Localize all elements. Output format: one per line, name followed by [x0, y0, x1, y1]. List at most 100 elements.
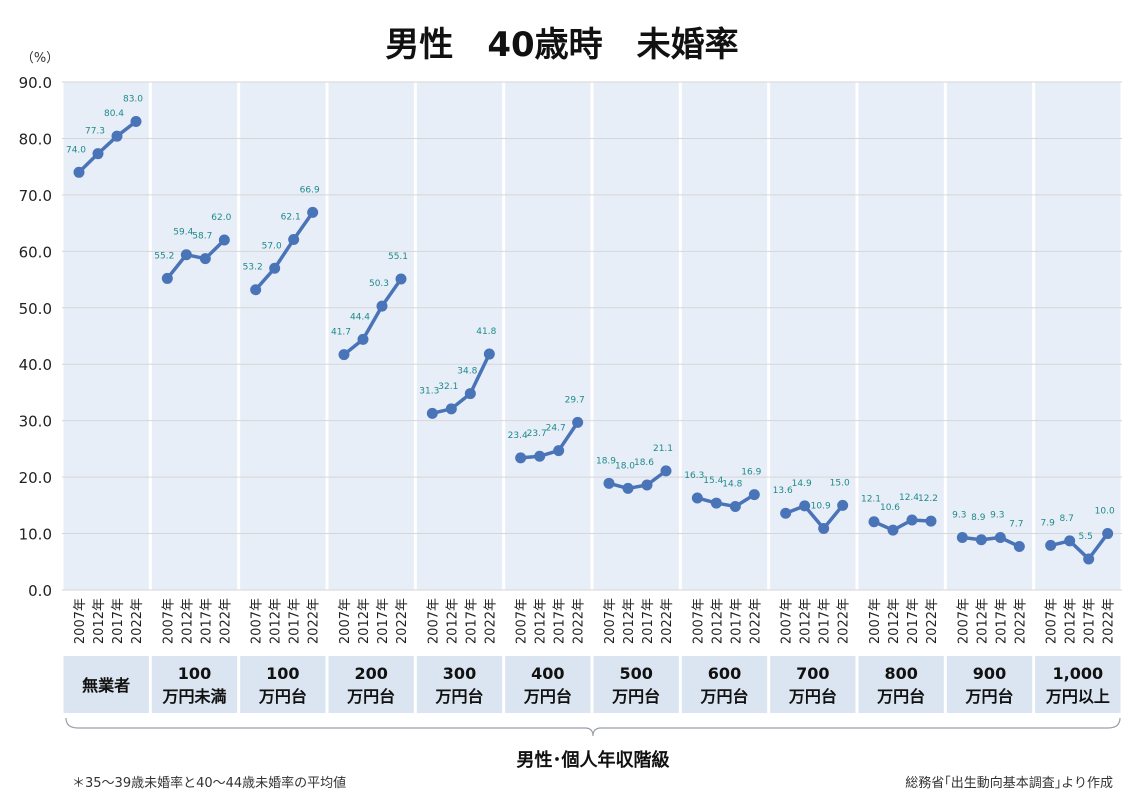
category-box: [505, 656, 591, 713]
data-label: 57.0: [262, 241, 282, 251]
data-point: [1064, 535, 1076, 547]
data-point: [73, 166, 85, 178]
data-point: [553, 445, 565, 457]
x-tick-label: 2012年: [534, 598, 549, 644]
data-label: 13.6: [773, 486, 793, 496]
data-label: 41.7: [331, 328, 351, 338]
chart-title: 男性 40歳時 未婚率: [385, 25, 738, 65]
series-line: [785, 504, 845, 531]
data-point: [483, 348, 495, 360]
group-band: [681, 82, 768, 590]
data-label: 18.0: [615, 461, 635, 471]
x-tick-label: 2012年: [357, 598, 372, 644]
x-tick-label: 2012年: [887, 598, 902, 644]
y-tick-label: 50.0: [19, 300, 52, 318]
category-label: 600: [708, 664, 741, 683]
category-label: 万円台: [788, 687, 837, 706]
data-label: 31.3: [419, 386, 439, 396]
x-tick-label: 2012年: [445, 598, 460, 644]
series-line: [608, 469, 668, 491]
data-label: 18.9: [596, 456, 616, 466]
data-point: [269, 262, 281, 274]
x-tick-label: 2022年: [395, 598, 410, 644]
data-label: 10.6: [880, 503, 900, 513]
group-band: [946, 82, 1033, 590]
category-box: [593, 656, 679, 713]
footnote-left: ＊35〜39歳未婚率と40〜44歳未婚率の平均値: [72, 776, 347, 791]
data-point: [534, 450, 546, 462]
group-band: [505, 82, 591, 590]
series-line: [520, 421, 580, 460]
x-axis-label: 男性･個人年収階級: [517, 749, 670, 771]
x-tick-label: 2007年: [691, 598, 706, 644]
data-point: [338, 349, 350, 361]
category-label: 1,000: [1053, 664, 1104, 683]
x-tick-label: 2007年: [161, 598, 176, 644]
x-tick-label: 2012年: [269, 598, 284, 644]
data-point: [445, 403, 457, 415]
data-point: [92, 148, 104, 160]
category-label: 万円台: [964, 687, 1013, 706]
data-label: 34.8: [457, 367, 477, 377]
y-tick-label: 0.0: [28, 582, 52, 600]
data-point: [218, 234, 230, 246]
data-point: [180, 249, 192, 261]
data-label: 62.1: [281, 212, 301, 222]
data-label: 9.3: [952, 511, 966, 521]
x-tick-label: 2017年: [464, 598, 479, 644]
category-label: 万円未満: [161, 687, 226, 706]
x-tick-label: 2007年: [780, 598, 795, 644]
category-label: 500: [619, 664, 652, 683]
data-point: [130, 116, 142, 128]
data-label: 14.9: [792, 479, 812, 489]
data-point: [622, 482, 634, 494]
x-tick-label: 2017年: [199, 598, 214, 644]
data-label: 5.5: [1079, 532, 1093, 542]
data-point: [250, 284, 262, 296]
data-label: 44.4: [350, 312, 370, 322]
series-line: [431, 353, 491, 416]
data-label: 8.9: [971, 513, 986, 523]
x-tick-label: 2022年: [572, 598, 587, 644]
data-point: [780, 507, 792, 519]
data-label: 16.9: [741, 468, 761, 478]
x-tick-label: 2007年: [956, 598, 971, 644]
data-point: [691, 492, 703, 504]
x-tick-label: 2017年: [288, 598, 303, 644]
data-label: 80.4: [104, 109, 124, 119]
data-point: [515, 452, 527, 464]
data-point: [710, 497, 722, 509]
category-box: [63, 656, 149, 713]
data-label: 23.7: [527, 429, 547, 439]
category-box: [1035, 656, 1121, 713]
x-tick-label: 2022年: [1013, 598, 1028, 644]
data-point: [748, 489, 760, 501]
data-label: 83.0: [123, 95, 143, 105]
data-label: 41.8: [476, 327, 496, 337]
category-label: 万円台: [699, 687, 748, 706]
x-tick-label: 2022年: [925, 598, 940, 644]
series-line: [873, 518, 932, 532]
data-point: [111, 130, 123, 142]
data-label: 10.0: [1095, 507, 1115, 517]
category-label: 万円台: [611, 687, 660, 706]
x-tick-label: 2012年: [975, 598, 990, 644]
data-label: 74.0: [66, 145, 86, 155]
data-point: [994, 532, 1006, 544]
category-label: 400: [531, 664, 564, 683]
data-point: [887, 524, 899, 536]
data-point: [288, 233, 300, 245]
y-tick-label: 30.0: [19, 413, 52, 431]
category-label: 700: [796, 664, 829, 683]
data-label: 8.7: [1060, 514, 1074, 524]
y-tick-label: 70.0: [19, 187, 52, 205]
group-band: [593, 82, 679, 590]
x-tick-label: 2017年: [376, 598, 391, 644]
data-label: 32.1: [438, 382, 458, 392]
data-label: 7.7: [1009, 520, 1023, 530]
y-axis-label: （%）: [21, 51, 59, 66]
data-label: 12.4: [899, 493, 919, 503]
x-tick-label: 2017年: [729, 598, 744, 644]
x-tick-label: 2007年: [515, 598, 530, 644]
